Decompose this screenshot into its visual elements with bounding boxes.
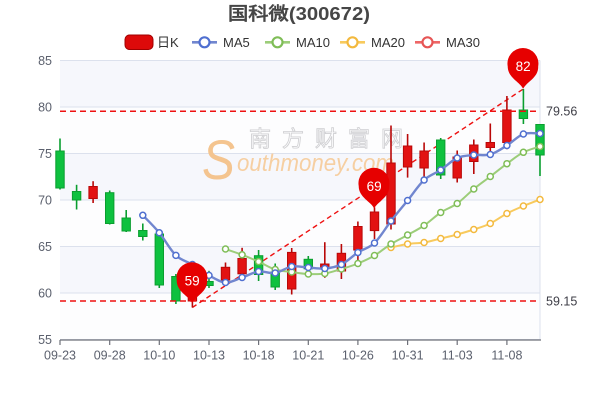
svg-text:10-18: 10-18 bbox=[243, 349, 275, 363]
svg-text:70: 70 bbox=[38, 193, 52, 207]
svg-text:10-10: 10-10 bbox=[143, 349, 175, 363]
svg-text:82: 82 bbox=[516, 59, 531, 74]
svg-text:10-31: 10-31 bbox=[392, 349, 424, 363]
svg-text:MA10: MA10 bbox=[296, 35, 330, 50]
svg-text:国科微(300672): 国科微(300672) bbox=[228, 3, 370, 24]
svg-text:11-08: 11-08 bbox=[491, 349, 522, 363]
svg-text:59: 59 bbox=[185, 273, 200, 288]
svg-text:09-23: 09-23 bbox=[44, 349, 76, 363]
svg-text:S: S bbox=[202, 128, 235, 191]
svg-text:69: 69 bbox=[367, 179, 382, 194]
svg-text:80: 80 bbox=[38, 100, 52, 114]
svg-text:MA30: MA30 bbox=[446, 35, 480, 50]
svg-text:11-03: 11-03 bbox=[442, 349, 473, 363]
svg-text:09-28: 09-28 bbox=[94, 349, 126, 363]
svg-text:55: 55 bbox=[38, 333, 52, 347]
svg-text:MA5: MA5 bbox=[223, 35, 250, 50]
svg-text:60: 60 bbox=[38, 286, 52, 300]
svg-text:85: 85 bbox=[38, 54, 52, 68]
svg-text:日K: 日K bbox=[157, 35, 179, 50]
svg-text:MA20: MA20 bbox=[371, 35, 405, 50]
svg-text:10-13: 10-13 bbox=[193, 349, 225, 363]
svg-text:10-26: 10-26 bbox=[342, 349, 374, 363]
svg-text:59.15: 59.15 bbox=[546, 294, 577, 308]
svg-text:75: 75 bbox=[38, 147, 52, 161]
svg-text:10-21: 10-21 bbox=[292, 349, 324, 363]
svg-text:65: 65 bbox=[38, 240, 52, 254]
svg-text:79.56: 79.56 bbox=[546, 105, 577, 119]
